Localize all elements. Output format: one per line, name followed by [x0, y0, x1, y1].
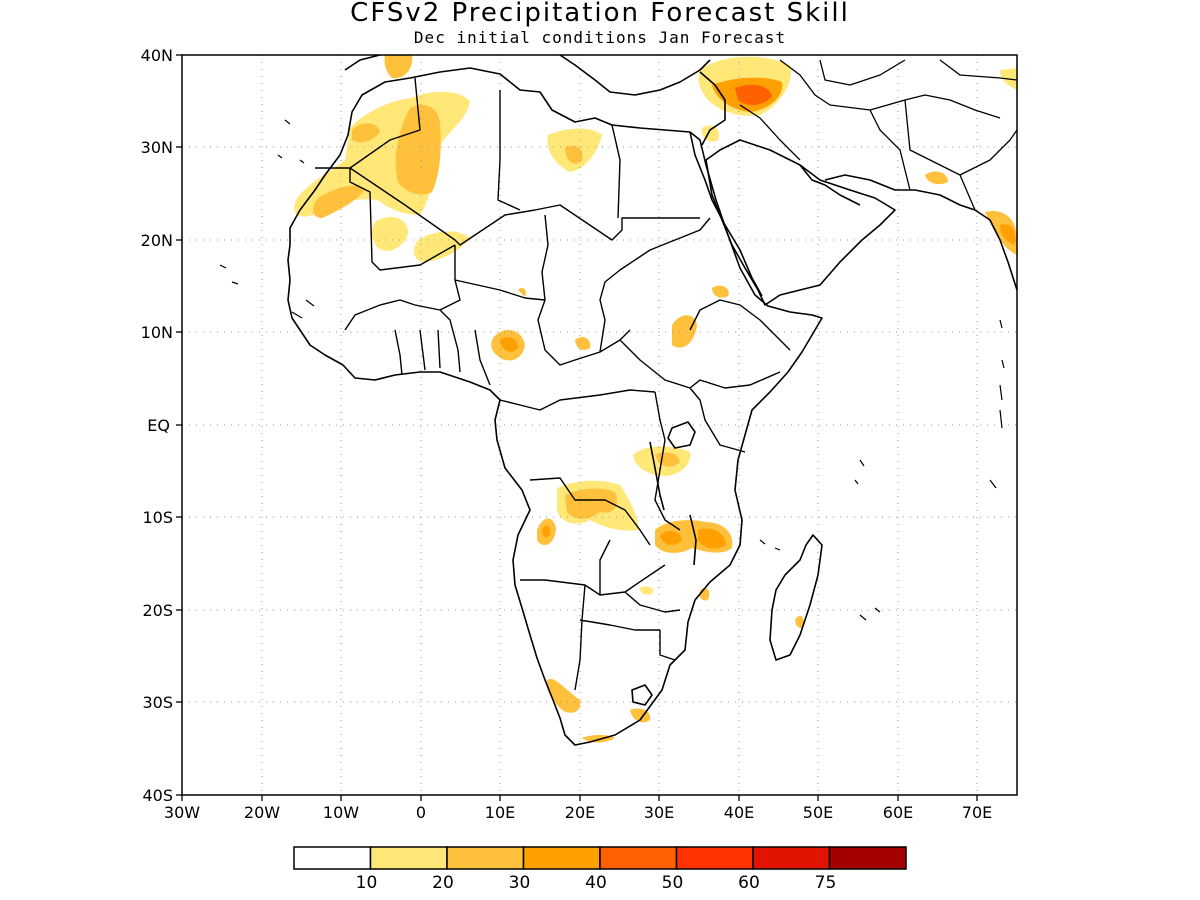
colorbar-label: 10 [356, 873, 378, 893]
africa-coastline [287, 67, 823, 746]
map-title: CFSv2 Precipitation Forecast Skill [350, 0, 850, 28]
y-tick-label: 10N [141, 323, 173, 342]
skill-area-niger-east [518, 287, 526, 297]
skill-area-angola-west-core [542, 525, 551, 538]
skill-area-morocco-coast [352, 123, 380, 143]
skill-area-madagascar [795, 615, 804, 628]
skill-shading [294, 55, 1017, 743]
skill-area-india-west-core [1000, 224, 1016, 245]
asia-borders [739, 59, 1017, 211]
y-tick-label: 20N [141, 231, 173, 250]
y-tick-label: 30N [141, 138, 173, 157]
x-tick-label: 40E [724, 803, 754, 822]
skill-area-mali-north [413, 231, 470, 262]
lake-tanganyika [649, 441, 665, 511]
skill-area-nigeria-core [500, 337, 518, 352]
lake-victoria [667, 421, 696, 449]
x-tick-label: 20E [565, 803, 595, 822]
colorbar-label: 60 [738, 873, 760, 893]
lesotho [631, 684, 653, 706]
colorbar-swatch [599, 846, 678, 870]
red-sea-coast [689, 131, 763, 297]
plot-area [182, 55, 1017, 795]
skill-area-india-west [985, 210, 1017, 255]
y-tick-label: 30S [142, 693, 173, 712]
skill-area-mauritania [371, 217, 408, 251]
colorbar-label: 75 [815, 873, 837, 893]
colorbar-swatch [675, 846, 754, 870]
x-tick-label: 50E [803, 803, 833, 822]
skill-area-libya-core [565, 145, 583, 164]
skill-area-pakistan [925, 171, 948, 185]
country-borders [315, 77, 791, 691]
skill-area-zimbabwe [640, 586, 654, 595]
skill-area-angola-congo-core [565, 488, 617, 519]
skill-area-western-sahara [313, 185, 365, 218]
levant-coast [699, 71, 726, 146]
colorbar-label: 40 [585, 873, 607, 893]
skill-area-namibia-south [546, 679, 581, 713]
coastlines-borders [219, 55, 1017, 746]
colorbar-swatch [828, 846, 907, 870]
skill-area-iberia [384, 55, 413, 79]
lake-malawi [689, 514, 697, 566]
colorbar: 10 20 30 40 50 60 75 [293, 846, 907, 893]
x-tick-label: 70E [962, 803, 992, 822]
x-tick-label: 10W [323, 803, 359, 822]
persian-gulf-coast [799, 164, 861, 206]
gridlines [182, 55, 1017, 795]
map-subtitle: Dec initial conditions Jan Forecast [413, 28, 787, 47]
madagascar-coastline [769, 534, 823, 661]
colorbar-swatch [446, 846, 525, 870]
colorbar-swatch [369, 846, 448, 870]
colorbar-label: 30 [509, 873, 531, 893]
colorbar-swatch [752, 846, 831, 870]
colorbar-swatch [293, 846, 372, 870]
x-tick-label: 30E [644, 803, 674, 822]
x-tick-label: 60E [883, 803, 913, 822]
skill-area-chad [575, 337, 591, 350]
x-tick-label: 10E [485, 803, 515, 822]
y-tick-label: 40S [142, 786, 173, 805]
x-tick-label: 30W [164, 803, 200, 822]
asia-coastline [824, 174, 1017, 291]
y-tick-label: EQ [147, 416, 170, 435]
skill-area-eritrea [712, 285, 729, 298]
canary-islands [219, 119, 315, 319]
tick-marks [176, 54, 978, 801]
colorbar-swatch [522, 846, 601, 870]
skill-area-south-sudan [672, 315, 697, 348]
skill-area-northwest-africa-core [395, 104, 441, 195]
y-tick-label: 10S [142, 508, 173, 527]
mediterranean-north-coast [344, 55, 711, 96]
colorbar-label: 20 [432, 873, 454, 893]
skill-area-zambia-core [660, 530, 682, 545]
skill-area-malawi-core [698, 528, 726, 549]
skill-area-middle-east-core [735, 84, 772, 105]
indian-ocean-islands [759, 319, 1005, 621]
y-tick-label: 20S [142, 601, 173, 620]
colorbar-label: 50 [662, 873, 684, 893]
arabia-coastline [705, 139, 896, 306]
x-tick-label: 20W [244, 803, 280, 822]
y-tick-label: 40N [141, 46, 173, 65]
x-tick-label: 0 [416, 803, 426, 822]
